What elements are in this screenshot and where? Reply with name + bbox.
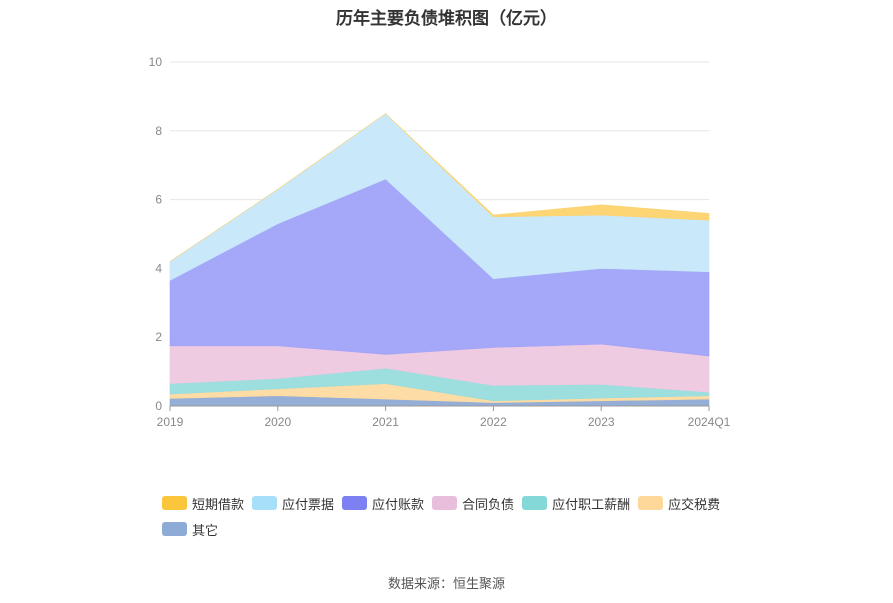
y-tick-label: 0: [155, 399, 162, 413]
area-series-6[interactable]: [169, 113, 710, 262]
axis-layer: 0 2 4 6 8 10 2019 2020 2021 2022 2023 2024Q1: [149, 55, 731, 429]
y-tick-label: 8: [155, 124, 162, 138]
legend-swatch: [638, 496, 664, 510]
legend-item[interactable]: 其它: [162, 520, 218, 538]
legend-item[interactable]: 应付职工薪酬: [522, 494, 630, 512]
legend-swatch: [162, 522, 187, 536]
legend-label: 合同负债: [462, 496, 515, 512]
legend-label: 应交税费: [668, 496, 721, 512]
y-tick-label: 10: [149, 55, 163, 69]
source-note: 数据来源：恒生聚源: [387, 576, 505, 591]
legend-swatch: [162, 496, 187, 510]
legend: 短期借款 应付票据 应付账款 合同负债 应付职工薪酬 应交税费其它: [162, 494, 762, 546]
legend-item[interactable]: 应交税费: [638, 494, 720, 512]
x-tick-label: 2024Q1: [688, 415, 731, 429]
y-tick-label: 6: [155, 193, 162, 207]
legend-label: 应付票据: [282, 496, 335, 512]
legend-swatch: [432, 496, 458, 510]
legend-item[interactable]: 短期借款: [162, 494, 244, 512]
x-tick-label: 2020: [264, 415, 291, 429]
x-tick-label: 2019: [157, 415, 184, 429]
x-tick-label: 2021: [372, 415, 399, 429]
x-tick-label: 2023: [588, 415, 615, 429]
legend-item[interactable]: 合同负债: [432, 494, 514, 512]
legend-swatch: [342, 496, 368, 510]
y-tick-label: 4: [155, 261, 162, 275]
legend-item[interactable]: 应付账款: [342, 494, 424, 512]
legend-swatch: [522, 496, 548, 510]
x-tick-label: 2022: [480, 415, 507, 429]
legend-label: 其它: [192, 522, 219, 538]
y-tick-label: 2: [155, 330, 162, 344]
legend-label: 应付账款: [372, 496, 425, 512]
legend-item[interactable]: 应付票据: [252, 494, 334, 512]
legend-label: 应付职工薪酬: [552, 496, 631, 512]
legend-label: 短期借款: [192, 496, 245, 512]
area-layer: [169, 113, 710, 407]
legend-swatch: [252, 496, 278, 510]
chart-title: 历年主要负债堆积图（亿元）: [336, 9, 557, 28]
